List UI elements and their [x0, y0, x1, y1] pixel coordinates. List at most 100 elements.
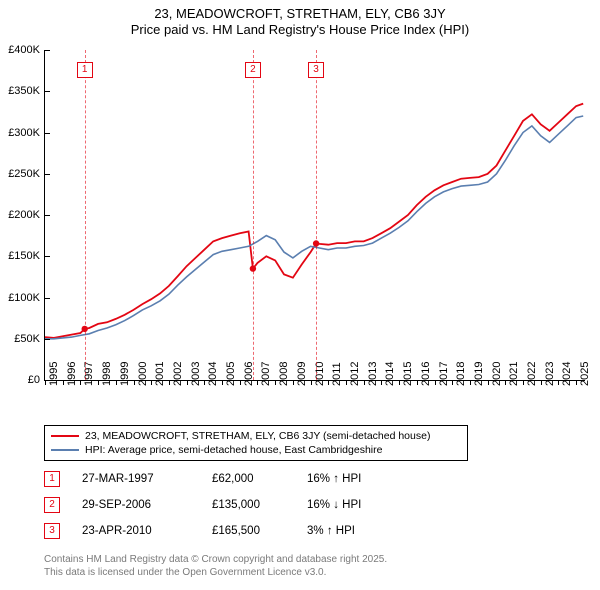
- x-tick-label: 2011: [331, 362, 343, 386]
- sale-marker-line: [85, 50, 86, 380]
- x-tick-label: 2025: [579, 362, 591, 386]
- x-tick: [80, 380, 81, 385]
- attribution-line-1: Contains HM Land Registry data © Crown c…: [44, 553, 387, 566]
- x-tick-label: 2002: [172, 362, 184, 386]
- y-tick: [45, 50, 50, 51]
- sales-row-delta: 3% ↑ HPI: [307, 525, 407, 537]
- x-tick-label: 2013: [367, 362, 379, 386]
- sales-row-price: £135,000: [212, 499, 307, 511]
- x-tick-label: 2016: [420, 362, 432, 386]
- x-tick-label: 1995: [48, 362, 60, 386]
- x-tick: [505, 380, 506, 385]
- title-block: 23, MEADOWCROFT, STRETHAM, ELY, CB6 3JY …: [0, 0, 600, 39]
- legend-row-hpi: HPI: Average price, semi-detached house,…: [51, 443, 461, 457]
- y-tick-label: £250K: [8, 168, 45, 180]
- x-tick: [204, 380, 205, 385]
- legend-row-price: 23, MEADOWCROFT, STRETHAM, ELY, CB6 3JY …: [51, 429, 461, 443]
- sale-marker-line: [253, 50, 254, 380]
- y-tick: [45, 91, 50, 92]
- sales-row-price: £62,000: [212, 473, 307, 485]
- x-tick: [346, 380, 347, 385]
- legend-box: 23, MEADOWCROFT, STRETHAM, ELY, CB6 3JY …: [44, 425, 468, 461]
- x-tick: [523, 380, 524, 385]
- x-tick-label: 2005: [225, 362, 237, 386]
- x-tick-label: 2023: [544, 362, 556, 386]
- x-tick: [311, 380, 312, 385]
- x-tick: [576, 380, 577, 385]
- sales-row-marker: 1: [44, 471, 60, 487]
- x-tick-label: 2024: [561, 362, 573, 386]
- x-tick: [541, 380, 542, 385]
- y-tick: [45, 133, 50, 134]
- x-tick-label: 2018: [455, 362, 467, 386]
- x-tick-label: 2001: [154, 362, 166, 386]
- y-tick-label: £50K: [14, 333, 45, 345]
- series-hpi: [45, 116, 583, 339]
- x-tick-label: 2022: [526, 362, 538, 386]
- x-tick-label: 2000: [137, 362, 149, 386]
- x-tick-label: 2020: [491, 362, 503, 386]
- x-tick: [364, 380, 365, 385]
- x-tick-label: 1999: [119, 362, 131, 386]
- sales-row-marker: 2: [44, 497, 60, 513]
- x-tick: [257, 380, 258, 385]
- x-tick-label: 2007: [260, 362, 272, 386]
- x-tick: [151, 380, 152, 385]
- y-tick: [45, 174, 50, 175]
- series-price_paid: [45, 104, 583, 338]
- y-tick: [45, 339, 50, 340]
- sales-row-date: 23-APR-2010: [82, 525, 212, 537]
- sale-marker-box: 1: [77, 62, 93, 78]
- x-tick: [417, 380, 418, 385]
- sales-row: 1 27-MAR-1997£62,00016% ↑ HPI: [44, 468, 407, 490]
- x-tick-label: 2021: [508, 362, 520, 386]
- x-tick: [169, 380, 170, 385]
- x-tick-label: 2009: [296, 362, 308, 386]
- legend-label-hpi: HPI: Average price, semi-detached house,…: [85, 443, 382, 457]
- y-tick: [45, 298, 50, 299]
- x-tick: [222, 380, 223, 385]
- sales-row: 3 23-APR-2010£165,5003% ↑ HPI: [44, 520, 407, 542]
- chart-container: 23, MEADOWCROFT, STRETHAM, ELY, CB6 3JY …: [0, 0, 600, 590]
- x-tick-label: 2003: [190, 362, 202, 386]
- x-tick: [328, 380, 329, 385]
- title-line-1: 23, MEADOWCROFT, STRETHAM, ELY, CB6 3JY: [0, 6, 600, 22]
- sales-table: 1 27-MAR-1997£62,00016% ↑ HPI 229-SEP-2006…: [44, 468, 407, 546]
- x-tick: [381, 380, 382, 385]
- attribution: Contains HM Land Registry data © Crown c…: [44, 553, 387, 579]
- x-tick: [452, 380, 453, 385]
- x-tick: [187, 380, 188, 385]
- x-tick-label: 2019: [473, 362, 485, 386]
- sales-row-delta: 16% ↓ HPI: [307, 499, 407, 511]
- x-tick: [435, 380, 436, 385]
- x-tick: [293, 380, 294, 385]
- sales-row-delta: 16% ↑ HPI: [307, 473, 407, 485]
- attribution-line-2: This data is licensed under the Open Gov…: [44, 566, 387, 579]
- x-tick: [98, 380, 99, 385]
- sales-row-marker: 3: [44, 523, 60, 539]
- sales-row-date: 27-MAR-1997: [82, 473, 212, 485]
- legend-label-price: 23, MEADOWCROFT, STRETHAM, ELY, CB6 3JY …: [85, 429, 430, 443]
- title-line-2: Price paid vs. HM Land Registry's House …: [0, 22, 600, 38]
- x-tick: [399, 380, 400, 385]
- x-tick: [63, 380, 64, 385]
- y-tick: [45, 215, 50, 216]
- y-tick-label: £0: [28, 374, 45, 386]
- y-tick-label: £100K: [8, 292, 45, 304]
- sale-marker-box: 3: [308, 62, 324, 78]
- x-tick-label: 2015: [402, 362, 414, 386]
- sales-row: 229-SEP-2006£135,00016% ↓ HPI: [44, 494, 407, 516]
- y-tick: [45, 256, 50, 257]
- sales-row-price: £165,500: [212, 525, 307, 537]
- y-tick-label: £150K: [8, 250, 45, 262]
- x-tick: [275, 380, 276, 385]
- x-tick: [45, 380, 46, 385]
- x-tick: [240, 380, 241, 385]
- sale-marker-line: [316, 50, 317, 380]
- x-tick-label: 2014: [384, 362, 396, 386]
- y-tick-label: £200K: [8, 209, 45, 221]
- x-tick-label: 2017: [438, 362, 450, 386]
- x-tick: [488, 380, 489, 385]
- y-tick-label: £300K: [8, 127, 45, 139]
- y-tick-label: £400K: [8, 44, 45, 56]
